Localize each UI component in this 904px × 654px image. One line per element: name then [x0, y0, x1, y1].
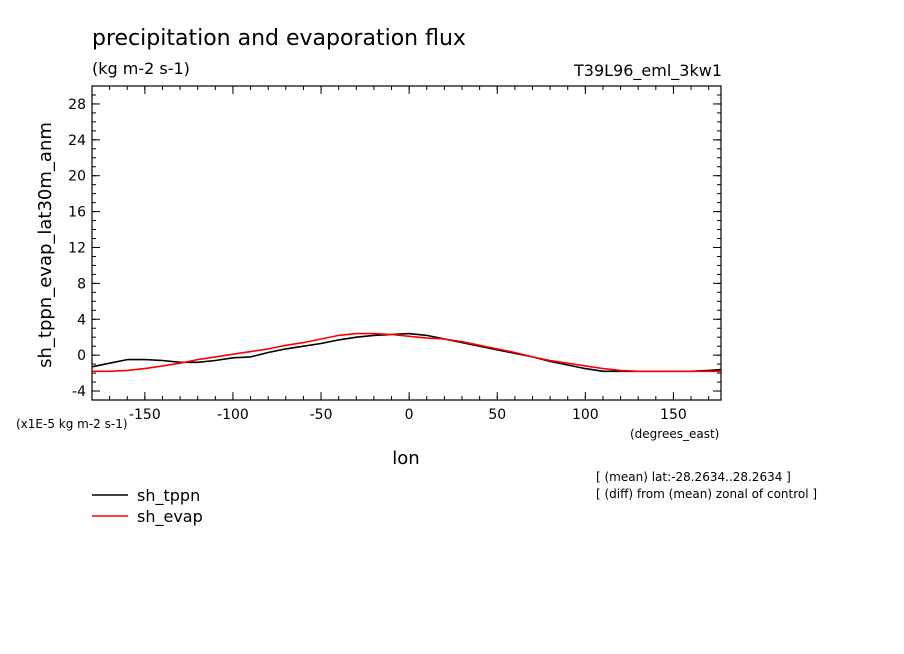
x-tick-label: -100 [217, 407, 249, 423]
y-tick-label: 24 [68, 133, 86, 149]
series-line-sh-tppn [91, 332, 722, 373]
chart-title: precipitation and evaporation flux [92, 26, 466, 51]
note-1: [ (mean) lat:-28.2634..28.2634 ] [596, 470, 791, 484]
x-tick-label: 150 [660, 407, 687, 423]
y-tick-label: 4 [77, 312, 86, 328]
y-axis-label: sh_tppn_evap_lat30m_anm [35, 122, 56, 368]
series-layer [91, 332, 722, 373]
y-tick-label: 12 [68, 240, 86, 256]
x-tick-label: 100 [572, 407, 599, 423]
x-axis-label: lon [392, 448, 419, 469]
y-tick-label: 8 [77, 276, 86, 292]
plot-axes: -150 -100 -50 0 50 100 150 -4 0 4 8 12 16 20 24 28 [68, 85, 722, 423]
legend-label-sh-tppn: sh_tppn [137, 486, 200, 506]
y-scale-label: (x1E-5 kg m-2 s-1) [16, 417, 128, 431]
chart-units: (kg m-2 s-1) [92, 59, 190, 78]
plot-frame [91, 85, 722, 401]
y-tick-label: 0 [77, 348, 86, 364]
x-tick-label: 0 [405, 407, 414, 423]
legend-label-sh-evap: sh_evap [137, 507, 203, 527]
y-tick-label: 28 [68, 97, 86, 113]
y-tick-label: -4 [72, 384, 86, 400]
note-2: [ (diff) from (mean) zonal of control ] [596, 487, 817, 501]
legend: sh_tppn sh_evap [92, 486, 203, 527]
x-tick-label: -150 [129, 407, 161, 423]
series-line-sh-evap [92, 332, 721, 373]
x-units-label: (degrees_east) [630, 427, 719, 441]
y-tick-label: 16 [68, 205, 86, 221]
x-tick-label: 50 [488, 407, 506, 423]
run-label: T39L96_eml_3kw1 [573, 61, 722, 81]
y-tick-label: 20 [68, 169, 86, 185]
x-tick-label: -50 [310, 407, 333, 423]
